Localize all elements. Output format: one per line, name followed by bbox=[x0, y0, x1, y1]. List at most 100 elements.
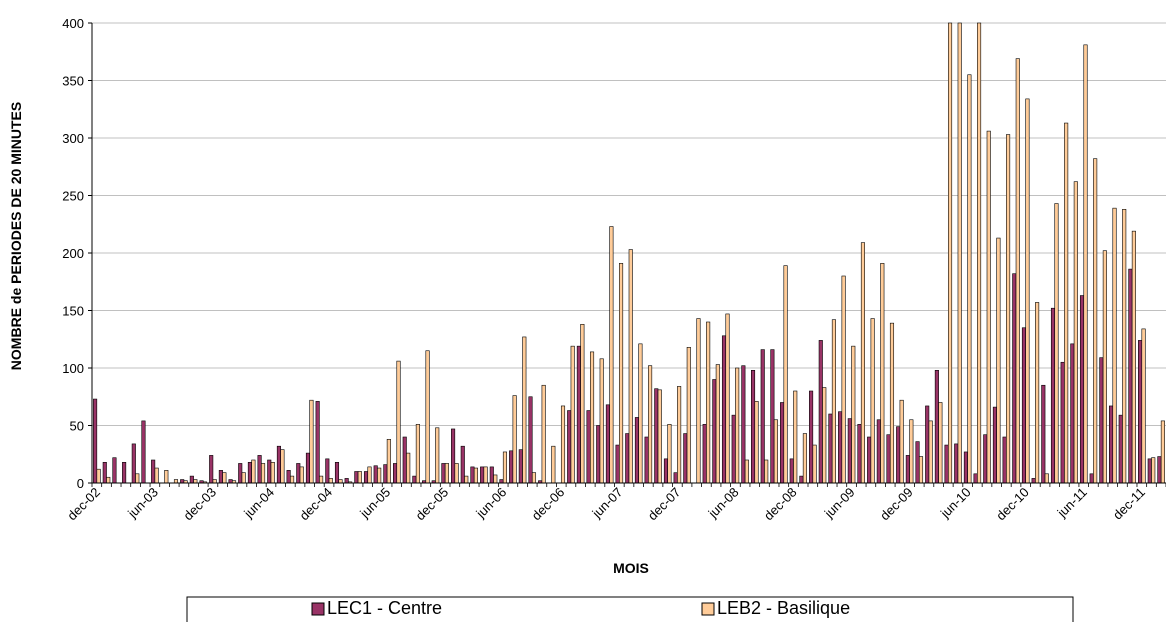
bar-lec1 bbox=[122, 461, 127, 484]
y-tick-label: 400 bbox=[62, 16, 84, 31]
bar-lec1 bbox=[915, 441, 920, 484]
bar-lec1 bbox=[847, 418, 852, 484]
x-tick-label: jun-05 bbox=[356, 485, 393, 522]
bar-leb2 bbox=[386, 438, 391, 484]
bar-leb2 bbox=[986, 130, 991, 484]
bar-lec1 bbox=[673, 472, 678, 484]
bar-leb2 bbox=[1131, 230, 1136, 484]
bar-leb2 bbox=[164, 470, 169, 484]
bar-leb2 bbox=[193, 479, 198, 484]
bar-lec1 bbox=[1079, 295, 1085, 484]
bar-leb2 bbox=[464, 475, 469, 484]
bar-lec1 bbox=[1070, 343, 1075, 484]
bar-lec1 bbox=[480, 466, 485, 484]
bar-leb2 bbox=[889, 322, 895, 484]
x-tick-label: dec-10 bbox=[993, 485, 1032, 524]
x-tick-label: jun-07 bbox=[589, 485, 626, 522]
x-tick-label: dec-11 bbox=[1110, 485, 1148, 523]
bar-lec1 bbox=[721, 335, 727, 484]
y-tick-label: 250 bbox=[62, 189, 84, 204]
bar-leb2 bbox=[96, 468, 101, 484]
bar-lec1 bbox=[1099, 357, 1104, 484]
bar-lec1 bbox=[102, 461, 107, 484]
bar-leb2 bbox=[135, 473, 140, 484]
bar-lec1 bbox=[654, 388, 659, 484]
x-tick-label: dec-08 bbox=[761, 485, 800, 524]
y-axis-title: NOMBRE de PERIODES DE 20 MINUTES bbox=[8, 102, 24, 370]
bar-lec1 bbox=[596, 425, 601, 484]
bar-lec1 bbox=[780, 402, 785, 484]
bar-lec1 bbox=[286, 470, 291, 484]
bar-lec1 bbox=[857, 424, 862, 484]
bar-lec1 bbox=[228, 479, 233, 484]
bar-leb2 bbox=[435, 427, 440, 484]
bar-lec1 bbox=[325, 458, 330, 484]
bar-leb2 bbox=[154, 467, 159, 484]
bar-lec1 bbox=[412, 475, 417, 484]
bar-leb2 bbox=[1025, 98, 1030, 484]
bar-lec1 bbox=[576, 345, 581, 484]
bar-lec1 bbox=[828, 413, 833, 484]
bar-leb2 bbox=[1054, 203, 1059, 484]
x-tick-label: dec-03 bbox=[180, 485, 219, 524]
bar-lec1 bbox=[934, 369, 939, 484]
bar-lec1 bbox=[973, 473, 978, 484]
bar-lec1 bbox=[1147, 458, 1152, 484]
bar-leb2 bbox=[444, 463, 449, 484]
bar-leb2 bbox=[967, 74, 972, 484]
bar-leb2 bbox=[212, 479, 217, 484]
bar-leb2 bbox=[1160, 420, 1165, 484]
bar-leb2 bbox=[1102, 250, 1107, 484]
bar-leb2 bbox=[996, 237, 1001, 484]
bar-leb2 bbox=[570, 345, 575, 484]
bar-leb2 bbox=[773, 419, 778, 484]
bar-lec1 bbox=[615, 444, 620, 484]
bar-leb2 bbox=[802, 433, 807, 484]
bar-lec1 bbox=[867, 436, 872, 484]
bar-lec1 bbox=[770, 349, 775, 484]
bar-lec1 bbox=[838, 411, 843, 484]
legend-label-leb2: LEB2 - Basilique bbox=[717, 598, 850, 618]
x-tick-label: jun-06 bbox=[472, 485, 509, 522]
bar-leb2 bbox=[290, 475, 295, 484]
bar-lec1 bbox=[499, 479, 504, 484]
x-tick-label: jun-08 bbox=[705, 485, 742, 522]
bar-leb2 bbox=[764, 459, 769, 484]
bar-lec1 bbox=[1109, 405, 1114, 484]
bar-lec1 bbox=[1128, 268, 1133, 484]
bar-leb2 bbox=[502, 451, 508, 484]
bar-leb2 bbox=[870, 318, 875, 484]
bar-leb2 bbox=[648, 365, 653, 484]
x-tick-label: dec-09 bbox=[877, 485, 916, 524]
bar-leb2 bbox=[106, 476, 111, 484]
bar-lec1 bbox=[267, 459, 272, 484]
bar-lec1 bbox=[354, 471, 359, 484]
bar-leb2 bbox=[725, 313, 730, 484]
bar-lec1 bbox=[789, 458, 794, 484]
bar-lec1 bbox=[818, 340, 823, 484]
bar-leb2 bbox=[1112, 207, 1117, 484]
bar-leb2 bbox=[1141, 328, 1146, 484]
bar-leb2 bbox=[851, 345, 856, 484]
bar-leb2 bbox=[938, 402, 943, 484]
bar-leb2 bbox=[551, 445, 556, 484]
bar-lec1 bbox=[644, 436, 649, 484]
bar-leb2 bbox=[367, 466, 372, 484]
bar-lec1 bbox=[992, 406, 997, 484]
bar-lec1 bbox=[896, 426, 901, 484]
bar-lec1 bbox=[1050, 307, 1056, 484]
bar-lec1 bbox=[489, 466, 494, 484]
bar-leb2 bbox=[841, 275, 846, 484]
bar-leb2 bbox=[735, 367, 740, 484]
legend-label-lec1: LEC1 - Centre bbox=[327, 598, 442, 618]
bar-leb2 bbox=[589, 351, 595, 484]
bar-lec1 bbox=[809, 390, 814, 484]
bar-lec1 bbox=[363, 471, 369, 484]
bar-leb2 bbox=[454, 463, 459, 484]
bar-lec1 bbox=[634, 417, 639, 484]
y-tick-label: 300 bbox=[62, 131, 84, 146]
bar-lec1 bbox=[963, 451, 968, 484]
y-tick-label: 50 bbox=[70, 419, 84, 434]
bar-leb2 bbox=[1151, 457, 1156, 484]
bar-lec1 bbox=[247, 461, 252, 484]
